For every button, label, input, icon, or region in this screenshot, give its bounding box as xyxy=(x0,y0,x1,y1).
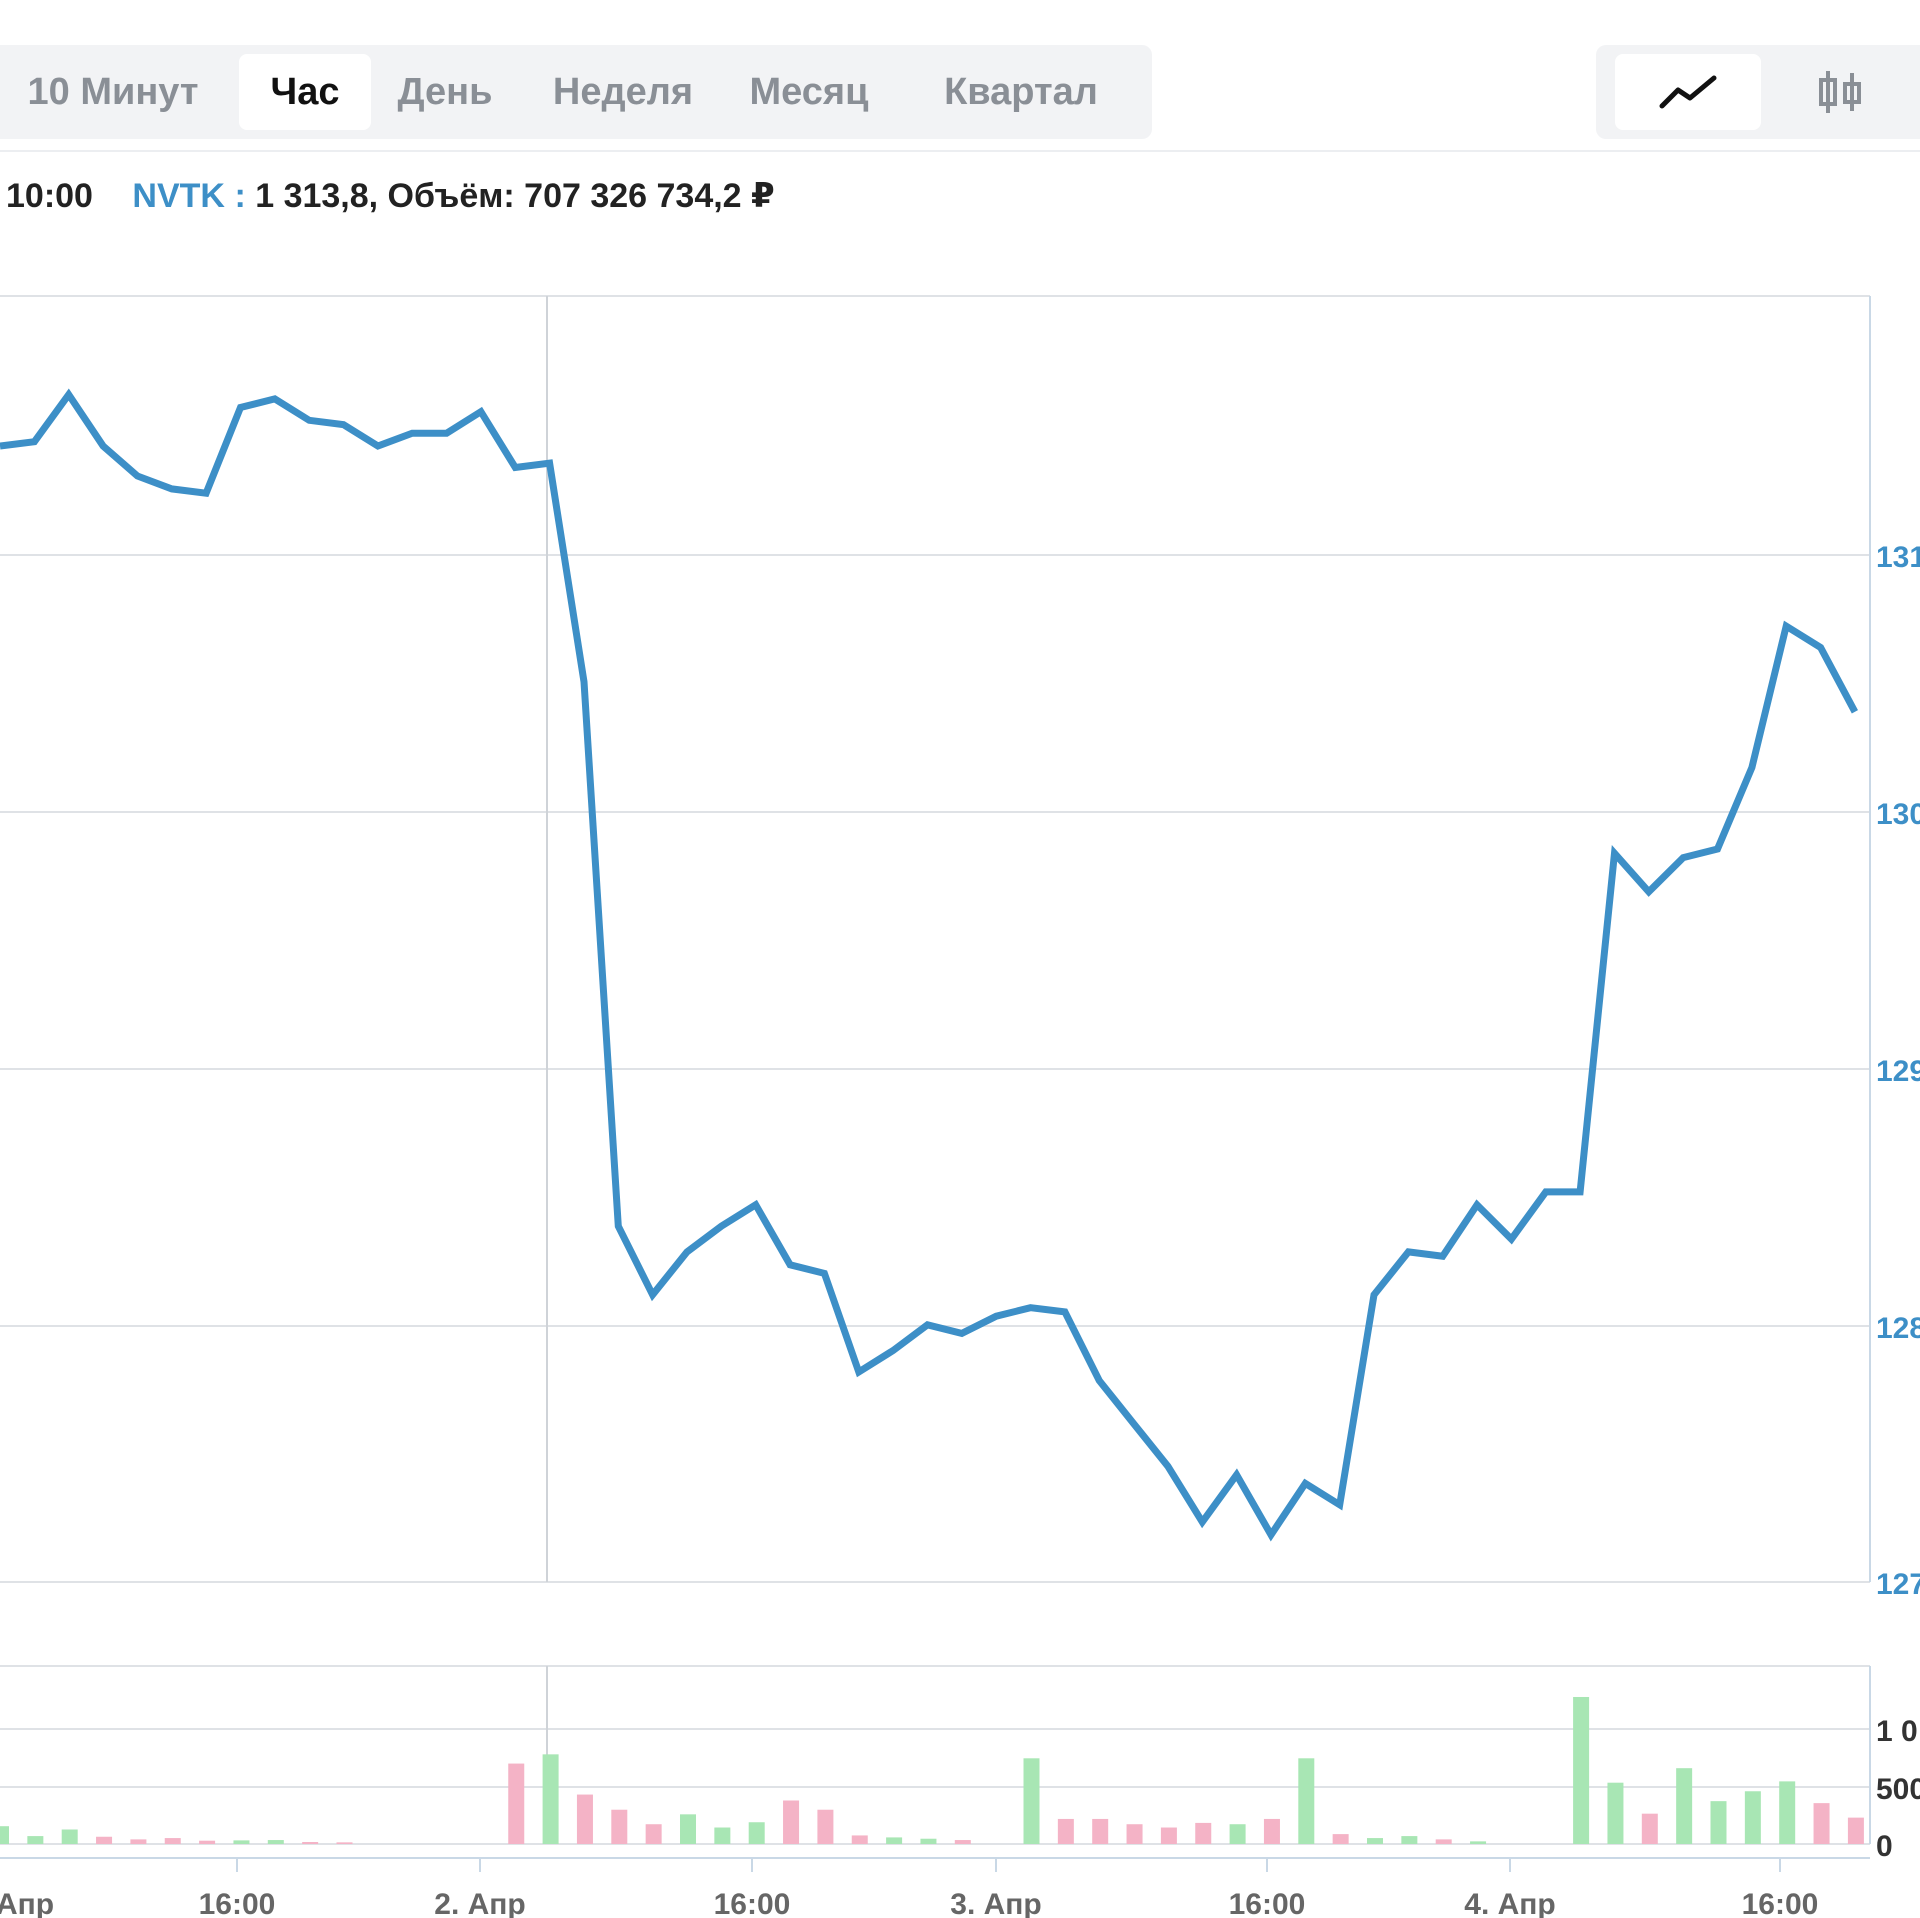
tab-quarter[interactable]: Квартал xyxy=(944,70,1098,113)
volume-bar xyxy=(542,1754,559,1844)
volume-bar xyxy=(1573,1696,1590,1844)
volume-bar xyxy=(1435,1839,1452,1844)
volume-bar xyxy=(1332,1834,1349,1844)
volume-bar xyxy=(1126,1824,1143,1844)
volume-bar xyxy=(1263,1818,1280,1844)
tab-week[interactable]: Неделя xyxy=(552,70,694,113)
volume-bar xyxy=(1023,1758,1040,1844)
x-axis-tick-label: Апр xyxy=(0,1888,54,1918)
volume-bar xyxy=(1195,1822,1212,1844)
volume-bar xyxy=(508,1763,525,1844)
chart-type-switcher xyxy=(1596,45,1920,139)
price-axis-tick-label: 127 xyxy=(1876,1568,1920,1601)
volume-bar xyxy=(1607,1782,1624,1844)
header-divider xyxy=(0,150,1920,152)
volume-bar xyxy=(611,1809,628,1844)
price-axis-tick-label: 130 xyxy=(1876,798,1920,831)
volume-bar xyxy=(1744,1791,1761,1844)
line-chart-button[interactable] xyxy=(1615,54,1761,130)
volume-bar xyxy=(233,1840,250,1844)
volume-bar xyxy=(1057,1818,1074,1844)
price-axis-tick-label: 131 xyxy=(1876,541,1920,574)
volume-bar xyxy=(199,1840,216,1844)
x-axis-tick-label: 16:00 xyxy=(1229,1888,1306,1918)
volume-bar xyxy=(1401,1836,1418,1844)
x-axis-tick-label: 2. Апр xyxy=(434,1888,525,1918)
volume-bar xyxy=(130,1839,147,1844)
volume-bar xyxy=(1229,1824,1246,1844)
timeframe-tabs: 10 Минут Час День Неделя Месяц Квартал xyxy=(0,45,1152,139)
volume-bar xyxy=(576,1794,593,1844)
volume-bar xyxy=(1470,1841,1487,1844)
volume-axis-tick-label: 500 xyxy=(1876,1773,1920,1806)
x-axis-tick-label: 16:00 xyxy=(714,1888,791,1918)
volume-bar xyxy=(886,1837,903,1844)
volume-bar xyxy=(27,1836,44,1844)
price-axis-tick-label: 128 xyxy=(1876,1312,1920,1345)
candlestick-chart-icon xyxy=(1819,71,1861,113)
volume-bar xyxy=(267,1840,284,1844)
tooltip-time: 10:00 xyxy=(6,177,93,215)
tooltip-value: 1 313,8, Объём: 707 326 734,2 ₽ xyxy=(255,177,775,215)
volume-bar xyxy=(954,1840,971,1844)
volume-bar xyxy=(302,1842,319,1844)
volume-bar xyxy=(680,1814,696,1844)
tab-month[interactable]: Месяц xyxy=(749,70,869,113)
volume-bar xyxy=(0,1826,9,1844)
x-axis-tick-label: 16:00 xyxy=(1742,1888,1819,1918)
volume-bar xyxy=(1779,1781,1796,1844)
x-axis-tick-label: 16:00 xyxy=(199,1888,276,1918)
volume-bar xyxy=(1298,1758,1315,1844)
volume-bar xyxy=(645,1824,662,1844)
volume-bar xyxy=(164,1838,181,1844)
volume-bar xyxy=(96,1836,113,1844)
volume-bar xyxy=(61,1829,78,1844)
tab-day[interactable]: День xyxy=(397,70,493,113)
price-axis-tick-label: 129 xyxy=(1876,1055,1920,1088)
tab-10-minutes[interactable]: 10 Минут xyxy=(27,70,199,113)
tab-hour[interactable]: Час xyxy=(239,54,371,130)
volume-bar xyxy=(1092,1818,1109,1844)
volume-bar xyxy=(920,1838,937,1844)
volume-bar xyxy=(748,1822,765,1844)
volume-axis-tick-label: 1 0 xyxy=(1876,1715,1918,1748)
volume-bar xyxy=(1710,1801,1727,1844)
candlestick-chart-button[interactable] xyxy=(1769,54,1915,130)
volume-bar xyxy=(1641,1813,1658,1844)
x-axis-tick-label: 4. Апр xyxy=(1464,1888,1555,1918)
volume-bar xyxy=(336,1842,353,1844)
volume-bar xyxy=(783,1800,800,1844)
tooltip-ticker: NVTK xyxy=(132,177,225,215)
volume-bar xyxy=(1160,1827,1177,1844)
volume-bar xyxy=(1813,1803,1830,1844)
x-axis-tick-label: 3. Апр xyxy=(950,1888,1041,1918)
volume-bar xyxy=(851,1835,868,1844)
volume-bar xyxy=(1676,1768,1693,1844)
price-line xyxy=(0,388,1858,1542)
line-chart-icon xyxy=(1659,75,1717,109)
volume-bar xyxy=(817,1809,834,1844)
volume-axis-tick-label: 0 xyxy=(1876,1830,1893,1863)
hover-tooltip: 10:00 NVTK : 1 313,8, Объём: 707 326 734… xyxy=(6,176,775,216)
tooltip-separator: : xyxy=(234,177,246,215)
volume-bar xyxy=(714,1827,731,1844)
volume-bar xyxy=(1847,1817,1864,1844)
volume-bar xyxy=(1367,1838,1383,1844)
